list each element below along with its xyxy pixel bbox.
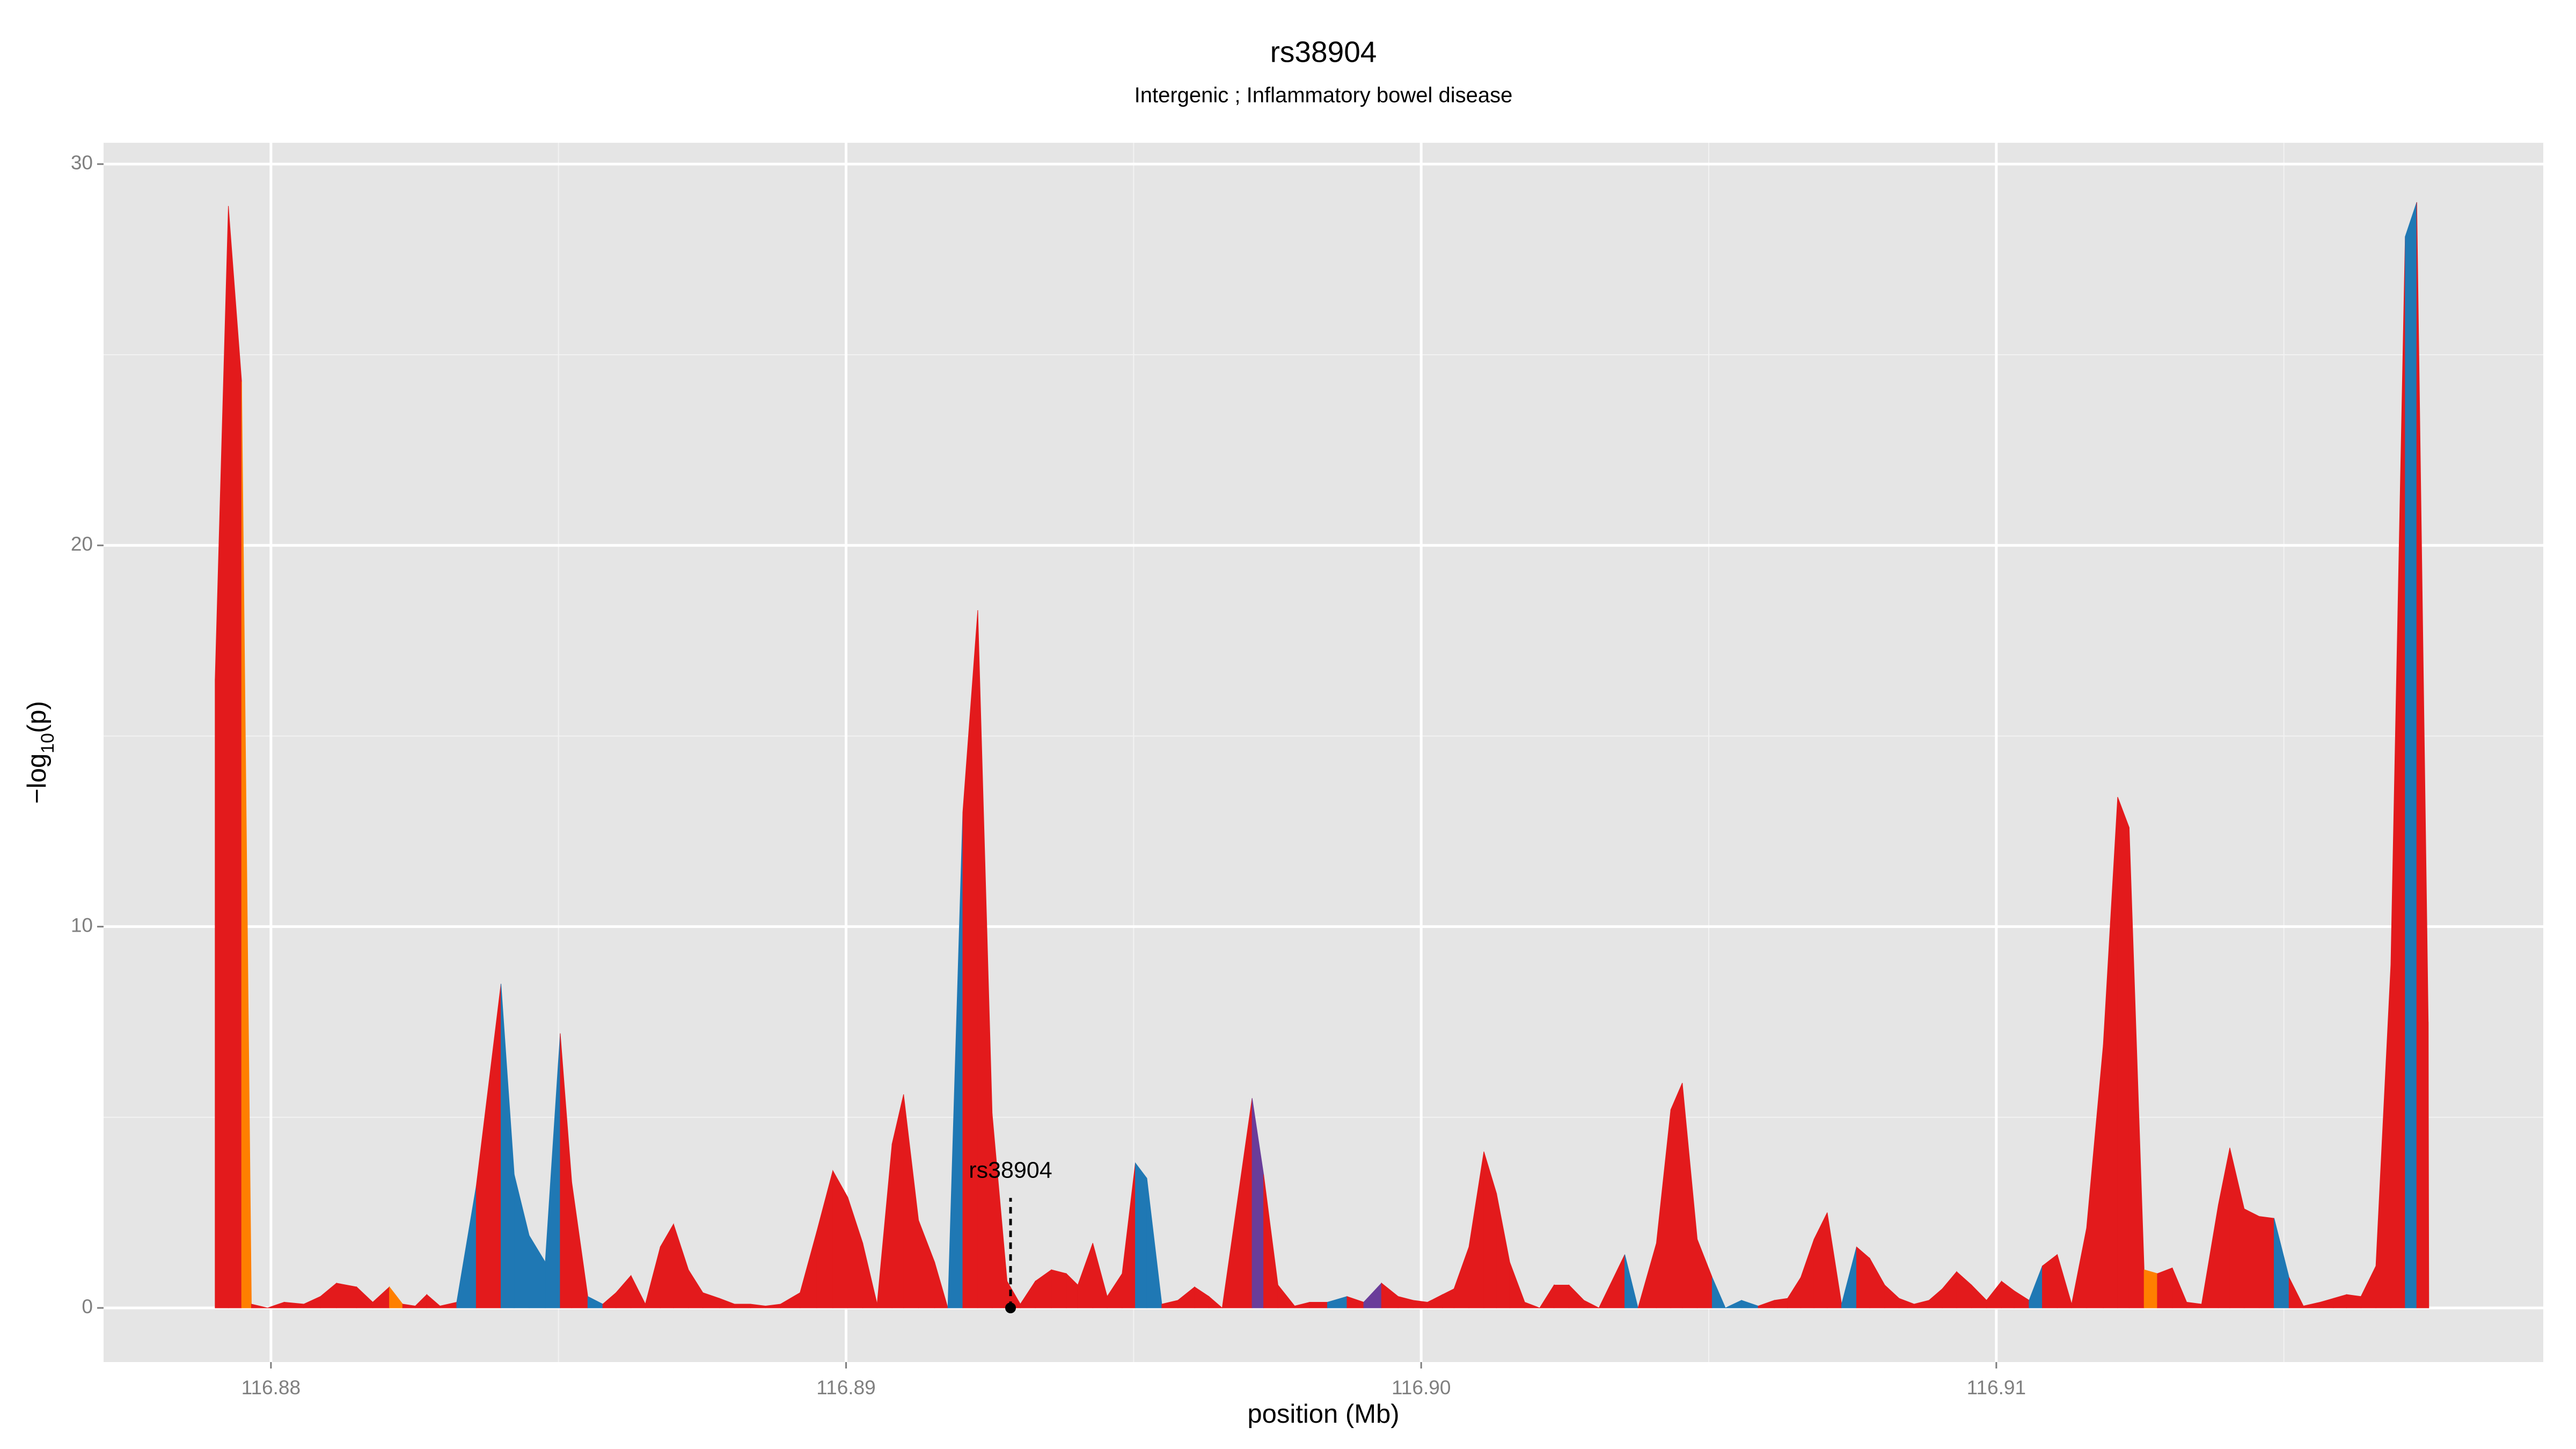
y-label-subscript: 10 — [38, 733, 58, 753]
area-segment — [1309, 1301, 1328, 1308]
y-tick-label: 20 — [71, 533, 93, 555]
area-segment — [734, 1304, 751, 1308]
area-segment — [1624, 1254, 1638, 1308]
plot-panel — [104, 143, 2543, 1362]
area-segment — [1524, 1301, 1540, 1308]
area-segment — [228, 206, 242, 1308]
area-segment — [2405, 202, 2417, 1308]
area-segment — [934, 1262, 948, 1308]
y-label-suffix: (p) — [23, 701, 52, 733]
area-segment — [1051, 1269, 1067, 1308]
y-label-prefix: −log — [23, 753, 52, 804]
y-tick-label: 30 — [71, 152, 93, 174]
x-tick-label: 116.91 — [1967, 1377, 2026, 1399]
area-segment — [2259, 1216, 2274, 1308]
annotation-label: rs38904 — [969, 1157, 1052, 1183]
area-segment — [251, 1304, 268, 1308]
x-tick-label: 116.89 — [816, 1377, 875, 1399]
area-segment — [2117, 796, 2129, 1308]
chart-title: rs38904 — [1270, 35, 1377, 69]
area-segment — [1209, 1296, 1223, 1308]
area-segment — [2244, 1208, 2260, 1308]
x-tick-label: 116.90 — [1392, 1377, 1451, 1399]
area-segment — [2143, 1269, 2158, 1308]
area-segment — [1670, 1082, 1683, 1308]
area-segment — [1135, 1162, 1147, 1308]
area-segment — [2157, 1267, 2173, 1308]
area-segment — [336, 1283, 357, 1308]
area-segment — [2428, 1022, 2429, 1308]
area-segment — [1774, 1298, 1788, 1308]
area-segment — [1711, 1277, 1726, 1308]
y-tick-label: 0 — [82, 1296, 93, 1318]
x-tick-label: 116.88 — [241, 1377, 301, 1399]
x-axis-label: position (Mb) — [1247, 1400, 1399, 1429]
area-segment — [1554, 1284, 1570, 1308]
area-segment — [2346, 1294, 2361, 1308]
chart-subtitle: Intergenic ; Inflammatory bowel disease — [1135, 84, 1513, 107]
y-tick-label: 10 — [71, 914, 93, 936]
area-segment — [1583, 1300, 1599, 1308]
annotation-point — [1005, 1302, 1016, 1314]
y-axis-label: −log10(p) — [23, 701, 58, 804]
